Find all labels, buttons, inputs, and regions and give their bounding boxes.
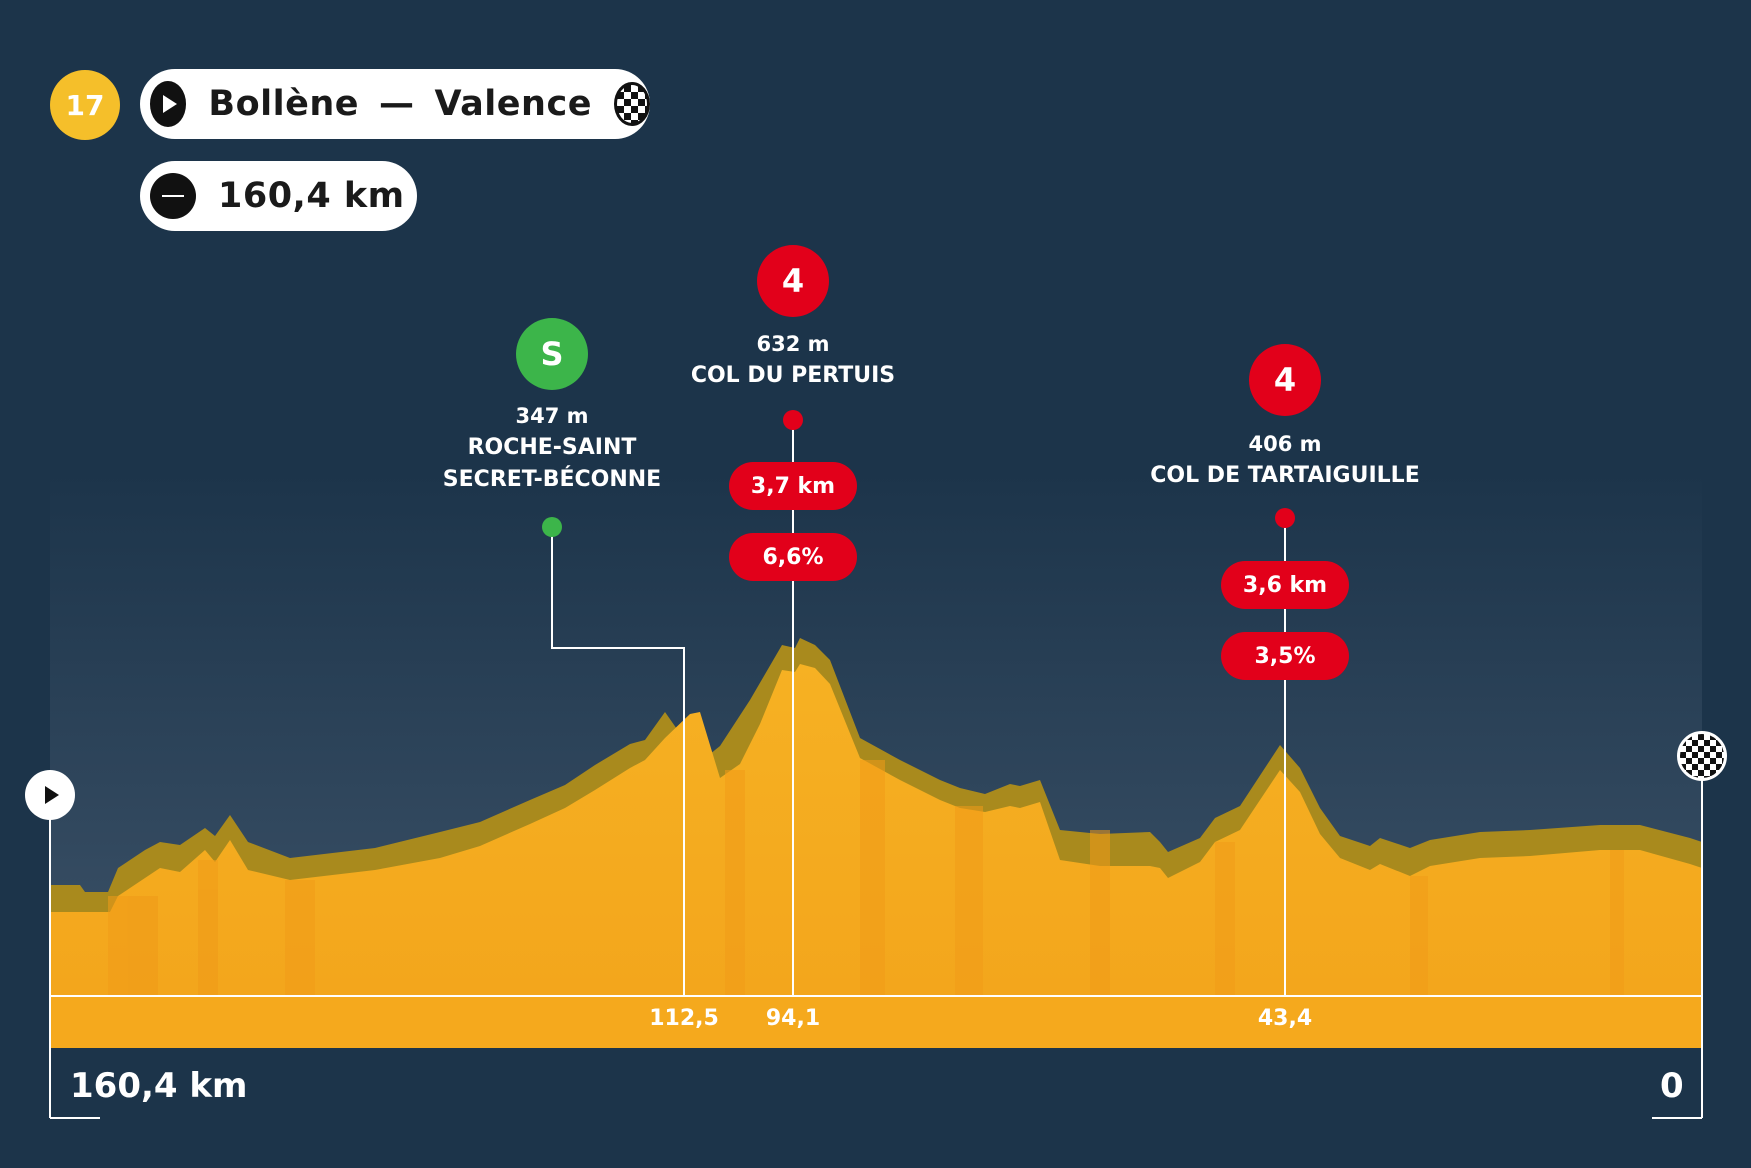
sprint-leader-line: [551, 527, 685, 996]
sprint-marker: [542, 517, 562, 537]
climb1-name: COL DU PERTUIS: [690, 363, 896, 388]
climb2-altitude: 406 m: [1248, 432, 1322, 456]
climb2-info: 406 m COL DE TARTAIGUILLE: [1150, 432, 1419, 492]
climb1-info: 632 m COL DU PERTUIS: [691, 332, 895, 392]
finish-flag-icon: [1677, 731, 1727, 781]
route-separator: —: [379, 84, 415, 124]
climb2-name: COL DE TARTAIGUILLE: [1150, 463, 1420, 488]
climb2-category-badge: 4: [1249, 344, 1321, 416]
sprint-name-line2: SECRET-BÉCONNE: [442, 467, 662, 492]
climb2-marker: [1275, 508, 1295, 528]
sprint-info: 347 m ROCHE-SAINT SECRET-BÉCONNE: [443, 404, 661, 496]
climb1-marker: [783, 410, 803, 430]
finish-distance-label: 0: [1660, 1066, 1684, 1106]
distance-band: [50, 995, 1702, 1048]
climb2-length: 3,6 km: [1221, 561, 1349, 609]
start-distance-label: 160,4 km: [70, 1066, 248, 1106]
start-town: Bollène: [208, 84, 359, 124]
distance-value: 160,4 km: [218, 176, 405, 216]
km-mark-climb2: 43,4: [1257, 1006, 1313, 1031]
distance-pill: 160,4 km: [140, 161, 417, 231]
stage-number-badge: 17: [50, 70, 120, 140]
checkered-flag-icon: [613, 82, 650, 126]
climb2-gradient: 3,5%: [1221, 632, 1349, 680]
km-mark-climb1: 94,1: [765, 1006, 821, 1031]
sprint-badge: S: [516, 318, 588, 390]
climb1-length: 3,7 km: [729, 462, 857, 510]
climb1-gradient: 6,6%: [729, 533, 857, 581]
play-icon: [150, 81, 187, 127]
finish-town: Valence: [434, 84, 592, 124]
route-pill: Bollène — Valence: [140, 69, 650, 139]
sprint-altitude: 347 m: [515, 404, 589, 428]
climb1-category-badge: 4: [757, 245, 829, 317]
distance-icon: [150, 173, 196, 219]
climb1-altitude: 632 m: [756, 332, 830, 356]
start-play-icon: [25, 770, 75, 820]
km-mark-sprint: 112,5: [649, 1006, 719, 1031]
sprint-name-line1: ROCHE-SAINT: [467, 435, 637, 460]
profile-bands: [108, 760, 1624, 996]
